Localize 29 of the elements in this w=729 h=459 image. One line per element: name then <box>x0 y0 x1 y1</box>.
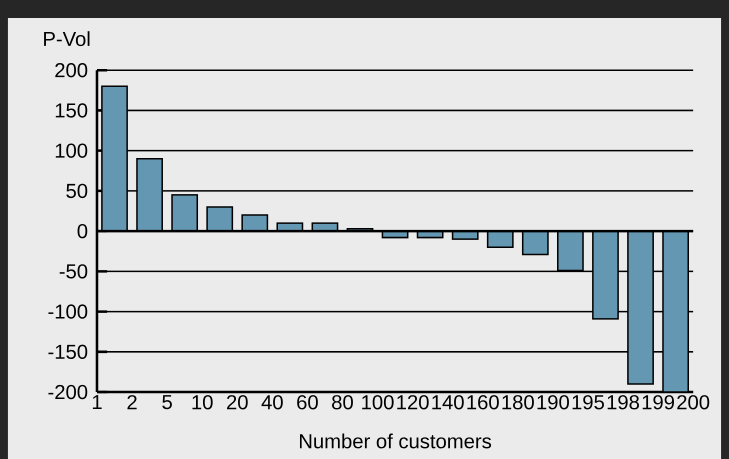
y-tick-label: 100 <box>56 144 88 158</box>
y-tick-label: 200 <box>55 63 88 78</box>
text: 199 <box>642 395 674 410</box>
text: 10 <box>192 395 213 410</box>
y-tick-label: 0 <box>78 224 88 238</box>
text: 100 <box>362 395 394 410</box>
text: 180 <box>502 395 534 410</box>
text: 60 <box>297 395 318 410</box>
text: 140 <box>432 395 464 410</box>
text: 20 <box>227 395 248 410</box>
text: 195 <box>572 395 604 410</box>
y-tick-label: -200 <box>48 384 88 400</box>
y-tick-label: 50 <box>66 184 88 198</box>
y-tick-label: -150 <box>48 344 88 359</box>
text: 190 <box>538 395 569 410</box>
text: 120 <box>397 395 429 410</box>
text: 40 <box>262 395 283 410</box>
text: 198 <box>608 395 639 410</box>
text: 80 <box>332 395 353 410</box>
text: 160 <box>467 395 499 410</box>
text: 1 <box>92 395 102 410</box>
y-tick-label: 150 <box>56 103 88 118</box>
y-tick-label: -50 <box>60 264 88 279</box>
text: 2 <box>127 395 137 410</box>
x-axis-title: Number of customers <box>300 434 492 448</box>
y-tick-label: -100 <box>48 304 88 319</box>
y-axis-title: P-Vol <box>44 31 90 46</box>
text: 200 <box>677 395 710 410</box>
text: 5 <box>162 395 172 410</box>
